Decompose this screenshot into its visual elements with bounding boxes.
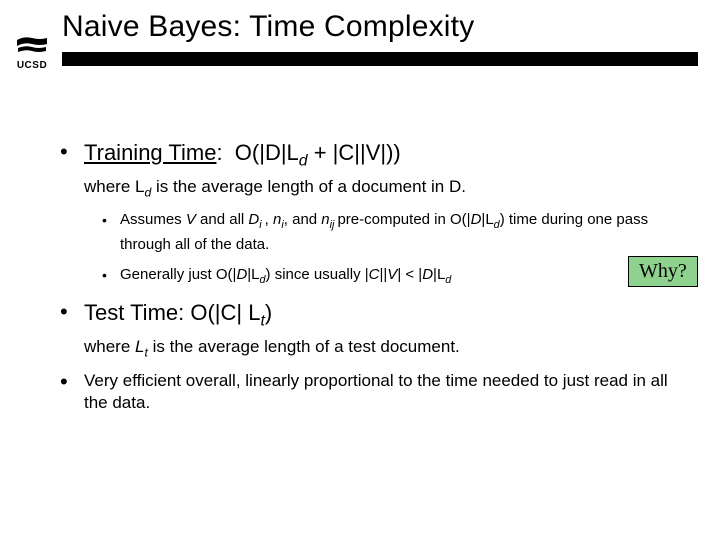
title-area: Naive Bayes: Time Complexity [62,10,700,44]
t2d: D [236,266,247,283]
t1f: |L [481,211,493,228]
training-line: Training Time: O(|D|Ld + |C||V|)) [84,140,690,174]
ucsd-logo: UCSD [8,36,56,71]
why-label: Why? [639,260,687,282]
test-formula-a: O(|C| L [190,300,260,325]
training-sub-a: where L [84,177,144,196]
t1di: D [248,211,259,228]
t2a: Generally just O(| [120,266,236,283]
page-title: Naive Bayes: Time Complexity [62,10,700,44]
logo-text: UCSD [8,60,56,71]
title-underline [62,52,698,66]
bullet-inner-2: Generally just O(|D|Ld) since usually |C… [102,265,690,290]
t2cc: C [369,266,380,283]
t1c: , [265,211,273,228]
test-formula-b: ) [265,300,272,325]
t2b: |L [247,266,259,283]
t2f: |L [433,266,445,283]
content: Training Time: O(|D|Ld + |C||V|)) where … [60,140,690,420]
t1v: V [186,211,196,228]
t2e: | < | [397,266,422,283]
t1b: and all [196,211,249,228]
training-formula-a: : O(|D|L [216,140,298,165]
test-sub: where Lt is the average length of a test… [84,336,690,363]
t2v: V [387,266,397,283]
bullet-test: Test Time: O(|C| Lt) where Lt is the ave… [60,300,690,364]
training-formula-sub: d [299,152,308,169]
bullet-last: Very efficient overall, linearly proport… [60,370,690,414]
t1e: pre-computed in O(| [337,211,470,228]
training-label: Training Time [84,140,216,165]
t2d2: D [422,266,433,283]
test-line: Test Time: O(|C| Lt) [84,300,690,334]
t1d2: D [471,211,482,228]
why-callout: Why? [628,256,698,287]
t2c: ) since usually | [266,266,369,283]
test-label: Test Time: [84,300,190,325]
bullet-training: Training Time: O(|D|Ld + |C||V|)) where … [60,140,690,290]
training-sub-b: is the average length of a document in D… [151,177,466,196]
t2fs: d [445,274,451,286]
trident-icon [14,36,50,58]
t1a: Assumes [120,211,186,228]
last-line: Very efficient overall, linearly proport… [84,370,690,414]
ts-l: L [135,337,144,356]
t1nij: n [321,211,329,228]
bullet-inner-1: Assumes V and all Di , ni, and nij pre-c… [102,210,690,255]
slide: UCSD Naive Bayes: Time Complexity Traini… [0,0,720,540]
t1d: , and [284,211,322,228]
ts-b: is the average length of a test document… [148,337,460,356]
training-formula-b: + |C||V|)) [308,140,401,165]
training-sub: where Ld is the average length of a docu… [84,176,690,203]
ts-a: where [84,337,135,356]
